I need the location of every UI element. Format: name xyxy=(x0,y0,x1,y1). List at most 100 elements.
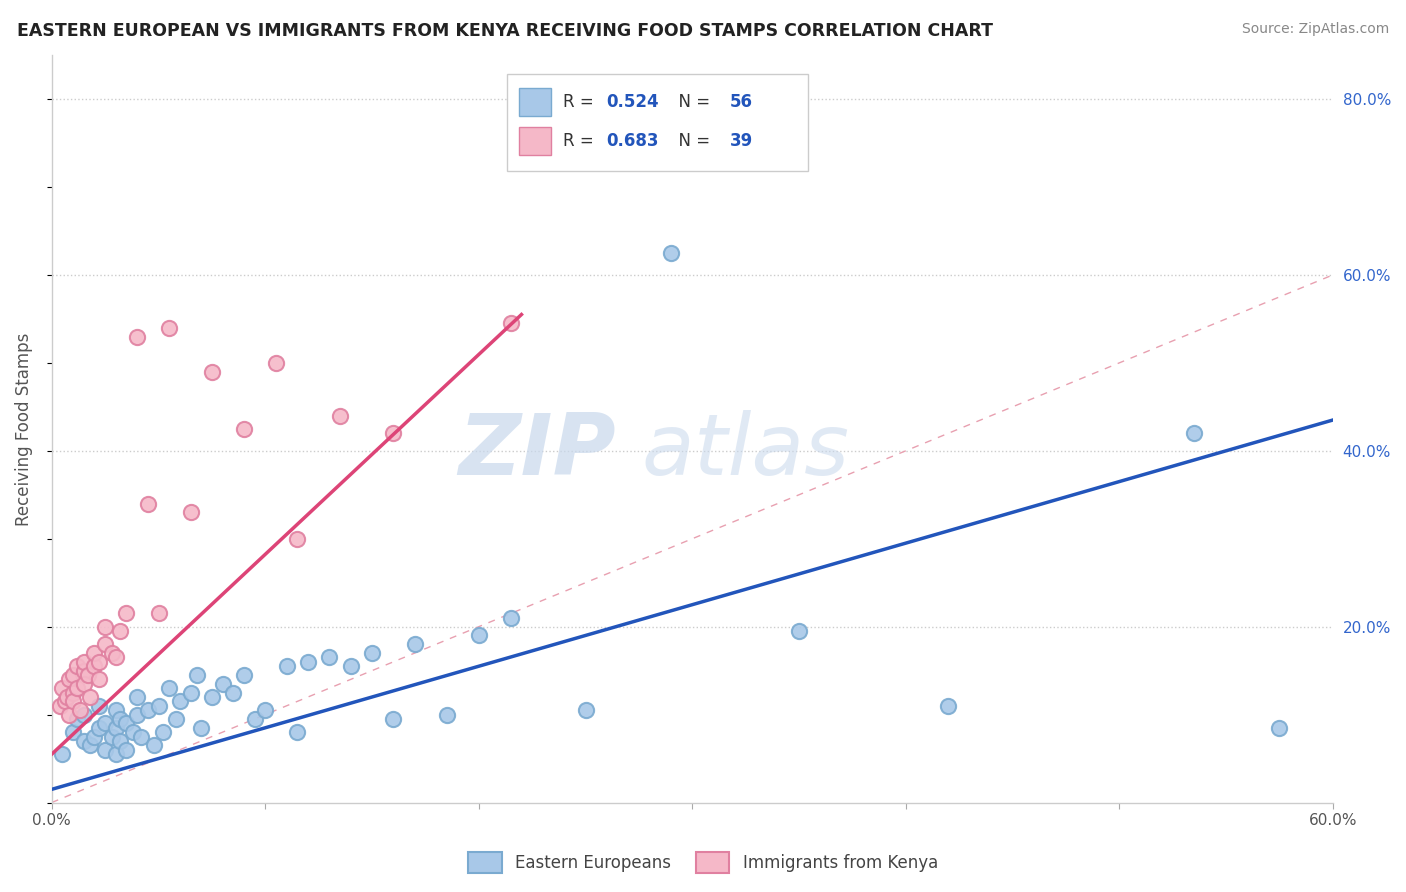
Point xyxy=(73,707,96,722)
Point xyxy=(100,730,122,744)
Point xyxy=(66,681,89,696)
Point xyxy=(254,703,277,717)
FancyBboxPatch shape xyxy=(519,127,551,155)
Point xyxy=(83,659,105,673)
Point xyxy=(108,624,131,638)
Point xyxy=(87,655,110,669)
Point xyxy=(297,655,319,669)
Point xyxy=(574,703,596,717)
Point xyxy=(436,707,458,722)
FancyBboxPatch shape xyxy=(519,88,551,117)
Point xyxy=(190,721,212,735)
Text: ZIP: ZIP xyxy=(458,409,616,492)
Point xyxy=(127,707,149,722)
Point xyxy=(361,646,384,660)
Y-axis label: Receiving Food Stamps: Receiving Food Stamps xyxy=(15,332,32,525)
Point xyxy=(180,685,202,699)
Point xyxy=(94,637,117,651)
Point xyxy=(152,725,174,739)
Point xyxy=(115,743,138,757)
Text: EASTERN EUROPEAN VS IMMIGRANTS FROM KENYA RECEIVING FOOD STAMPS CORRELATION CHAR: EASTERN EUROPEAN VS IMMIGRANTS FROM KENY… xyxy=(17,22,993,40)
Point xyxy=(318,650,340,665)
Point xyxy=(73,655,96,669)
Point xyxy=(100,646,122,660)
Point xyxy=(66,712,89,726)
Point xyxy=(1268,721,1291,735)
Point xyxy=(87,673,110,687)
Point xyxy=(108,712,131,726)
Point xyxy=(787,624,810,638)
Point xyxy=(104,721,127,735)
Text: R =: R = xyxy=(562,94,599,112)
Text: 39: 39 xyxy=(730,132,752,150)
Point xyxy=(108,734,131,748)
Point xyxy=(94,716,117,731)
Point xyxy=(169,694,191,708)
Point xyxy=(222,685,245,699)
Point xyxy=(122,725,145,739)
Point xyxy=(468,628,491,642)
Point xyxy=(136,497,159,511)
Point xyxy=(58,673,80,687)
Point xyxy=(264,356,287,370)
Point xyxy=(404,637,426,651)
Point xyxy=(1182,426,1205,441)
Point xyxy=(157,320,180,334)
Point xyxy=(87,721,110,735)
Point xyxy=(94,743,117,757)
Legend: Eastern Europeans, Immigrants from Kenya: Eastern Europeans, Immigrants from Kenya xyxy=(461,846,945,880)
Point xyxy=(51,747,73,761)
Text: 0.683: 0.683 xyxy=(606,132,659,150)
Point xyxy=(232,668,254,682)
Point xyxy=(73,664,96,678)
Point xyxy=(938,698,960,713)
Point xyxy=(83,730,105,744)
Point xyxy=(339,659,361,673)
Point xyxy=(62,668,84,682)
Point xyxy=(136,703,159,717)
Point xyxy=(66,659,89,673)
Point xyxy=(329,409,352,423)
Point xyxy=(55,690,77,704)
Point xyxy=(382,712,405,726)
FancyBboxPatch shape xyxy=(506,74,807,171)
Text: N =: N = xyxy=(668,94,716,112)
Point xyxy=(243,712,266,726)
Point xyxy=(73,734,96,748)
Point xyxy=(73,677,96,691)
Point xyxy=(62,725,84,739)
Point xyxy=(115,607,138,621)
Point xyxy=(77,668,100,682)
Point xyxy=(285,725,308,739)
Text: Source: ZipAtlas.com: Source: ZipAtlas.com xyxy=(1241,22,1389,37)
Point xyxy=(94,620,117,634)
Point xyxy=(659,246,682,260)
Point xyxy=(62,694,84,708)
Point xyxy=(127,329,149,343)
Text: N =: N = xyxy=(668,132,716,150)
Point xyxy=(180,505,202,519)
Point xyxy=(165,712,187,726)
Text: R =: R = xyxy=(562,132,599,150)
Point xyxy=(49,698,72,713)
Point xyxy=(79,690,101,704)
Point xyxy=(232,422,254,436)
Point xyxy=(148,607,170,621)
Point xyxy=(104,747,127,761)
Text: 56: 56 xyxy=(730,94,752,112)
Point xyxy=(53,694,76,708)
Point xyxy=(276,659,298,673)
Point xyxy=(157,681,180,696)
Point xyxy=(499,611,522,625)
Point xyxy=(499,316,522,330)
Point xyxy=(104,703,127,717)
Point xyxy=(143,739,166,753)
Point xyxy=(83,646,105,660)
Point xyxy=(62,685,84,699)
Point xyxy=(201,365,224,379)
Point xyxy=(211,677,233,691)
Point xyxy=(201,690,224,704)
Point xyxy=(115,716,138,731)
Point xyxy=(87,698,110,713)
Point xyxy=(285,532,308,546)
